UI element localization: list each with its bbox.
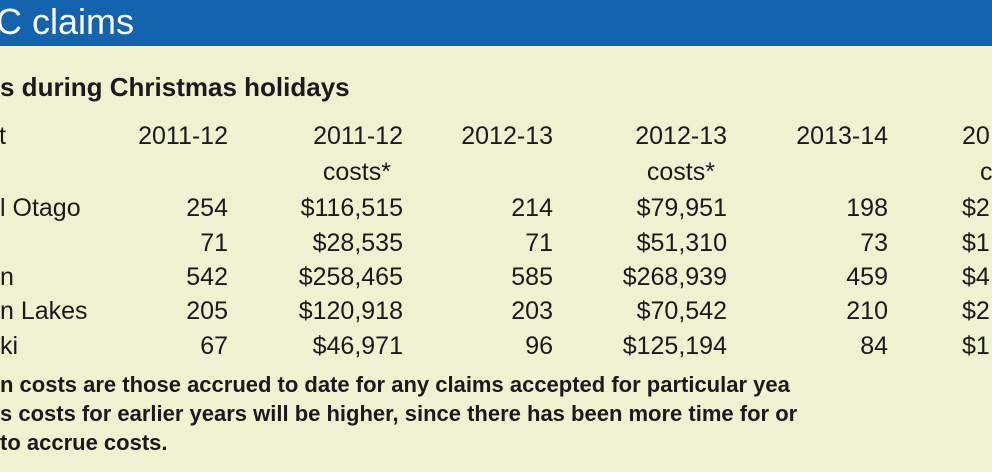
subtitle: s during Christmas holidays	[0, 72, 350, 102]
cell-value: 459	[846, 263, 888, 291]
column-header: 20	[962, 122, 990, 150]
column-header: 2012-13	[635, 122, 727, 150]
cell-value: $116,515	[301, 194, 403, 222]
cell-value: $268,939	[623, 263, 727, 291]
cell-value: 84	[860, 332, 888, 360]
cell-value: 205	[186, 297, 228, 325]
column-header: 2011-12	[313, 122, 403, 150]
cell-value: $46,971	[313, 332, 403, 360]
cell-value: 542	[186, 263, 228, 291]
cell-value: 96	[525, 332, 553, 360]
footnote-line: n costs are those accrued to date for an…	[0, 372, 791, 397]
column-header: costs*	[323, 158, 391, 186]
cell-value: 254	[186, 194, 228, 222]
column-header: c	[980, 158, 992, 186]
cell-value: $51,310	[637, 229, 727, 257]
row-label: n	[0, 263, 14, 291]
column-header: costs*	[647, 158, 715, 186]
cell-value: $2	[962, 194, 990, 222]
cell-value: $2	[962, 297, 990, 325]
column-header: 2013-14	[796, 122, 888, 150]
footnote: n costs are those accrued to date for an…	[0, 372, 798, 455]
cell-value: 203	[511, 297, 553, 325]
cell-value: $258,465	[299, 263, 403, 291]
header-bar	[0, 0, 992, 46]
cell-value: $4	[962, 263, 990, 291]
cell-value: $1	[962, 332, 990, 360]
cell-value: $120,918	[299, 297, 403, 325]
cell-value: 198	[846, 194, 888, 222]
cell-value: 73	[860, 229, 888, 257]
header-title: C claims	[0, 1, 134, 42]
cell-value: $79,951	[637, 194, 727, 222]
table: t 2011-12 2011-12 costs* 2012-13 2012-13 costs…	[0, 122, 992, 360]
cell-value: 71	[525, 229, 553, 257]
footnote-line: s costs for earlier years will be higher…	[0, 401, 798, 426]
column-header: 2012-13	[461, 122, 553, 150]
cell-value: $28,535	[313, 229, 403, 257]
cell-value: 210	[846, 297, 888, 325]
column-header: t	[0, 122, 6, 150]
row-label: ki	[0, 332, 18, 360]
cell-value: 214	[511, 194, 553, 222]
cell-value: 71	[200, 229, 228, 257]
cell-value: 67	[200, 332, 228, 360]
cell-value: $1	[962, 229, 990, 257]
cell-value: $125,194	[623, 332, 727, 360]
column-header: 2011-12	[138, 122, 228, 150]
row-label: n Lakes	[0, 297, 88, 325]
footnote-line: to accrue costs.	[0, 430, 168, 455]
row-label: l Otago	[0, 194, 81, 222]
cell-value: $70,542	[637, 297, 727, 325]
cell-value: 585	[511, 263, 553, 291]
